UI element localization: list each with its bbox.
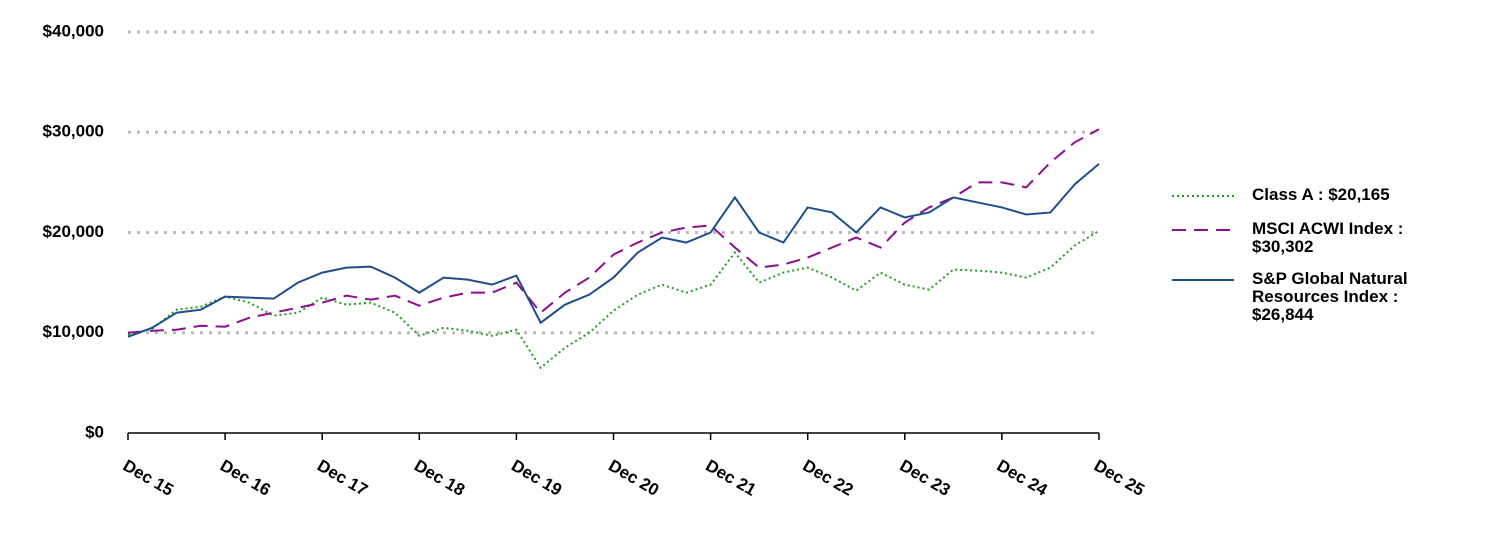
x-tick-label: Dec 24 bbox=[994, 456, 1051, 500]
x-tick-label: Dec 23 bbox=[897, 456, 954, 500]
x-tick-label: Dec 17 bbox=[314, 456, 371, 500]
x-tick-label: Dec 16 bbox=[217, 456, 274, 500]
legend-swatch bbox=[1172, 229, 1234, 231]
x-tick-label: Dec 19 bbox=[508, 456, 565, 500]
x-tick-label: Dec 22 bbox=[799, 456, 856, 500]
y-tick-label: $30,000 bbox=[43, 122, 104, 141]
x-tick-label: Dec 18 bbox=[411, 456, 468, 500]
y-tick-label: $0 bbox=[85, 422, 104, 441]
legend-label: Class A : $20,165 bbox=[1252, 185, 1390, 204]
legend-item: Class A : $20,165 bbox=[1172, 186, 1472, 206]
legend-item: S&P Global Natural Resources Index : $26… bbox=[1172, 270, 1472, 324]
series-line bbox=[127, 163, 1100, 338]
series-line bbox=[127, 128, 1100, 334]
x-tick-label: Dec 20 bbox=[605, 456, 662, 500]
y-tick-label: $10,000 bbox=[43, 322, 104, 341]
x-tick-label: Dec 21 bbox=[702, 456, 759, 500]
legend-swatch bbox=[1172, 279, 1234, 281]
x-tick-label: Dec 15 bbox=[120, 456, 177, 500]
y-tick-label: $40,000 bbox=[43, 21, 104, 40]
legend-item: MSCI ACWI Index : $30,302 bbox=[1172, 220, 1472, 256]
y-tick-label: $20,000 bbox=[43, 222, 104, 241]
x-tick-label: Dec 25 bbox=[1091, 456, 1148, 500]
legend-label: MSCI ACWI Index : $30,302 bbox=[1252, 219, 1404, 256]
legend: Class A : $20,165 MSCI ACWI Index : $30,3… bbox=[1172, 186, 1472, 338]
series-line bbox=[127, 229, 1100, 370]
legend-label: S&P Global Natural Resources Index : $26… bbox=[1252, 269, 1408, 324]
legend-swatch bbox=[1172, 195, 1234, 197]
